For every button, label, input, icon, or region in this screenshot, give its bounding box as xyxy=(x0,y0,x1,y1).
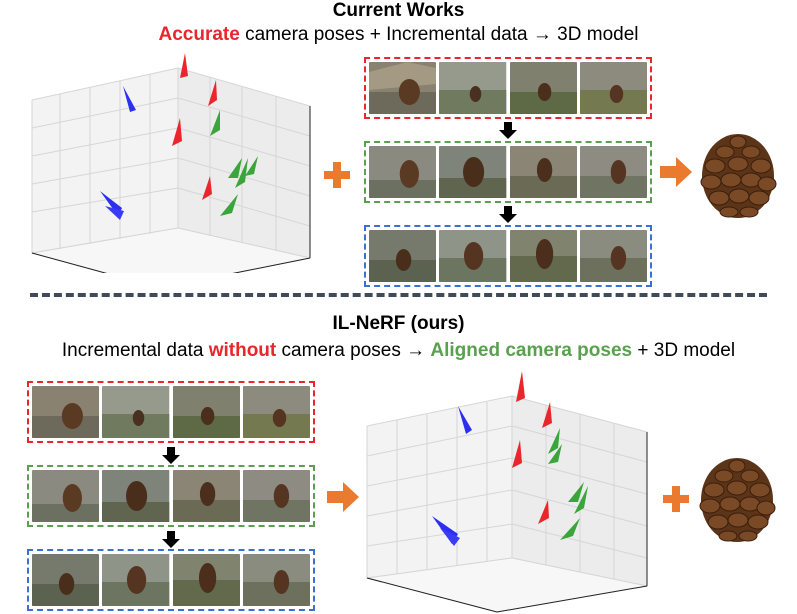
camera-pose-cone-icon xyxy=(228,158,242,178)
black-down-arrow-icon xyxy=(162,447,180,464)
image-strip-green xyxy=(27,465,315,527)
plus-icon xyxy=(663,486,689,512)
top-subtitle-rest: camera poses + Incremental data → 3D mod… xyxy=(239,24,639,45)
camera-pose-cone-icon xyxy=(548,444,562,464)
orange-right-arrow-icon xyxy=(327,482,359,512)
bottom-subtitle-accent-red: without xyxy=(208,340,277,361)
pinecone-photo xyxy=(509,146,577,198)
camera-pose-cone-icon xyxy=(548,428,560,454)
image-strip-red xyxy=(364,57,652,119)
camera-pose-cone-icon xyxy=(202,176,212,200)
black-down-arrow-icon xyxy=(162,531,180,548)
pinecone-photo xyxy=(242,554,310,606)
camera-pose-cone-icon xyxy=(568,482,584,502)
pinecone-photo xyxy=(102,554,170,606)
camera-pose-cone-icon xyxy=(458,406,472,434)
camera-pose-cone-icon xyxy=(512,440,522,468)
bottom-subtitle-tail: + 3D model xyxy=(632,340,736,361)
pinecone-photo xyxy=(32,554,100,606)
top-subtitle-accent: Accurate xyxy=(158,24,240,45)
pinecone-photo xyxy=(242,386,310,438)
pinecone-photo xyxy=(242,470,310,522)
pinecone-photo xyxy=(579,146,647,198)
pinecone-photo xyxy=(509,62,577,114)
camera-pose-cone-icon xyxy=(210,110,220,136)
camera-pose-cone-icon xyxy=(208,80,217,106)
camera-pose-cone-icon xyxy=(542,402,552,428)
pinecone-3d-model-icon xyxy=(700,134,777,218)
camera-pose-cone-icon xyxy=(560,518,580,540)
bottom-subtitle-mid: camera poses → xyxy=(276,340,431,361)
pinecone-photo xyxy=(439,230,507,282)
pinecone-photo xyxy=(369,62,437,114)
camera-pose-cone-icon xyxy=(245,156,258,176)
pinecone-photo xyxy=(32,386,100,438)
black-down-arrow-icon xyxy=(499,206,517,223)
pinecone-photo xyxy=(172,386,240,438)
camera-pose-cone-icon xyxy=(574,486,588,514)
image-strip-blue xyxy=(364,225,652,287)
plus-icon xyxy=(324,162,350,188)
pinecone-photo xyxy=(369,146,437,198)
camera-pose-cone-icon xyxy=(105,206,124,220)
bottom-title: IL-NeRF (ours) xyxy=(332,313,465,334)
top-camera-pose-plot xyxy=(31,53,311,273)
camera-pose-cone-icon xyxy=(440,528,460,546)
image-strip-red xyxy=(27,381,315,443)
orange-right-arrow-icon xyxy=(660,157,692,187)
section-divider xyxy=(30,293,767,297)
camera-pose-cone-icon xyxy=(516,371,525,402)
top-subtitle: Accurate camera poses + Incremental data… xyxy=(0,24,797,46)
image-strip-green xyxy=(364,141,652,203)
camera-pose-cone-icon xyxy=(180,53,188,78)
pinecone-photo xyxy=(369,230,437,282)
camera-pose-cone-icon xyxy=(235,158,248,188)
pinecone-photo xyxy=(32,470,100,522)
bottom-subtitle-lead: Incremental data xyxy=(61,340,209,361)
camera-pose-cone-icon xyxy=(123,86,136,112)
pinecone-photo xyxy=(579,230,647,282)
top-title: Current Works xyxy=(332,0,465,21)
camera-pose-cone-icon xyxy=(538,500,549,524)
bottom-camera-pose-plot xyxy=(366,371,648,613)
image-strip-blue xyxy=(27,549,315,611)
pinecone-photo xyxy=(102,470,170,522)
pinecone-photo xyxy=(172,554,240,606)
black-down-arrow-icon xyxy=(499,122,517,139)
pinecone-photo xyxy=(172,470,240,522)
pinecone-photo xyxy=(439,146,507,198)
pinecone-photo xyxy=(102,386,170,438)
camera-pose-cone-icon xyxy=(172,118,182,146)
pinecone-photo xyxy=(579,62,647,114)
camera-pose-cone-icon xyxy=(220,194,238,216)
pinecone-photo xyxy=(439,62,507,114)
pinecone-3d-model-icon xyxy=(699,458,776,542)
bottom-subtitle: Incremental data without camera poses → … xyxy=(0,340,797,362)
bottom-subtitle-accent-green: Aligned camera poses xyxy=(430,340,633,361)
pinecone-photo xyxy=(509,230,577,282)
